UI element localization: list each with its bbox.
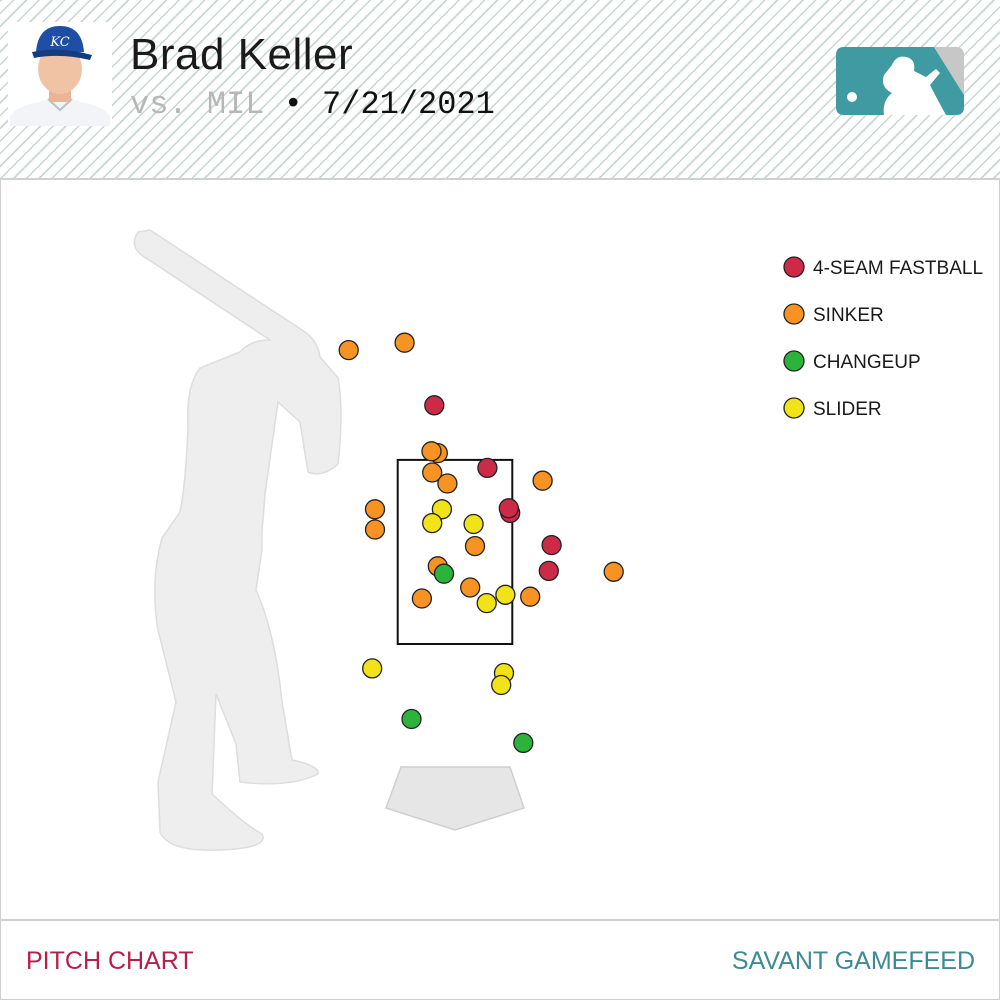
legend-label: CHANGEUP [813, 352, 921, 373]
legend-marker [783, 350, 805, 372]
header: KC Brad Keller vs. MIL • 7/21/2021 [0, 0, 1000, 180]
pitch-point [364, 519, 386, 540]
pitch-point [411, 588, 433, 609]
player-headshot: KC [8, 22, 112, 126]
home-plate [385, 766, 525, 831]
player-name: Brad Keller [130, 30, 354, 79]
pitch-point [431, 499, 453, 520]
pitch-point [513, 732, 534, 754]
legend-marker [783, 303, 805, 325]
pitch-point [541, 534, 562, 556]
legend-label: SLIDER [813, 399, 882, 420]
pitch-point [491, 674, 512, 696]
pitch-chart: 4-SEAM FASTBALL SINKER CHANGEUP SLIDER [133, 229, 983, 851]
pitch-point [532, 470, 553, 491]
batter-silhouette [133, 229, 342, 851]
svg-text:KC: KC [49, 35, 69, 50]
separator-dot: • [264, 86, 323, 123]
pitch-point [520, 586, 541, 607]
pitch-point [338, 339, 359, 361]
pitch-point [538, 560, 559, 582]
pitch-point [421, 441, 442, 462]
pitch-point [460, 577, 481, 598]
pitch-point [422, 512, 443, 534]
mlb-logo-icon [836, 47, 964, 115]
savant-gamefeed-link[interactable]: SAVANT GAMEFEED [731, 947, 975, 975]
legend-label: SINKER [813, 305, 884, 326]
pitch-chart-link[interactable]: PITCH CHART [26, 947, 194, 975]
game-info: vs. MIL • 7/21/2021 [130, 86, 495, 123]
opponent-label: vs. MIL [130, 86, 265, 123]
legend: 4-SEAM FASTBALL SINKER CHANGEUP SLIDER [783, 256, 983, 420]
pitch-point [362, 658, 383, 679]
legend-marker [783, 397, 805, 419]
pitch-point [433, 563, 455, 584]
pitch-point [437, 473, 458, 494]
pitch-point [476, 592, 497, 614]
pitch-point [463, 513, 484, 535]
pitch-point [477, 457, 498, 479]
strike-zone [396, 458, 514, 645]
pitch-point [364, 499, 386, 520]
pitch-point [422, 462, 443, 483]
pitch-point [401, 708, 422, 730]
pitch-point [424, 395, 445, 416]
game-date: 7/21/2021 [322, 86, 495, 123]
legend-label: 4-SEAM FASTBALL [813, 258, 983, 279]
pitch-point [498, 498, 519, 519]
pitch-point [394, 332, 415, 353]
legend-marker [783, 256, 805, 278]
pitch-point [464, 535, 486, 557]
pitch-layer [338, 332, 624, 754]
pitch-point [495, 584, 516, 605]
footer: PITCH CHART SAVANT GAMEFEED [0, 919, 1000, 1000]
pitch-point [603, 561, 624, 582]
